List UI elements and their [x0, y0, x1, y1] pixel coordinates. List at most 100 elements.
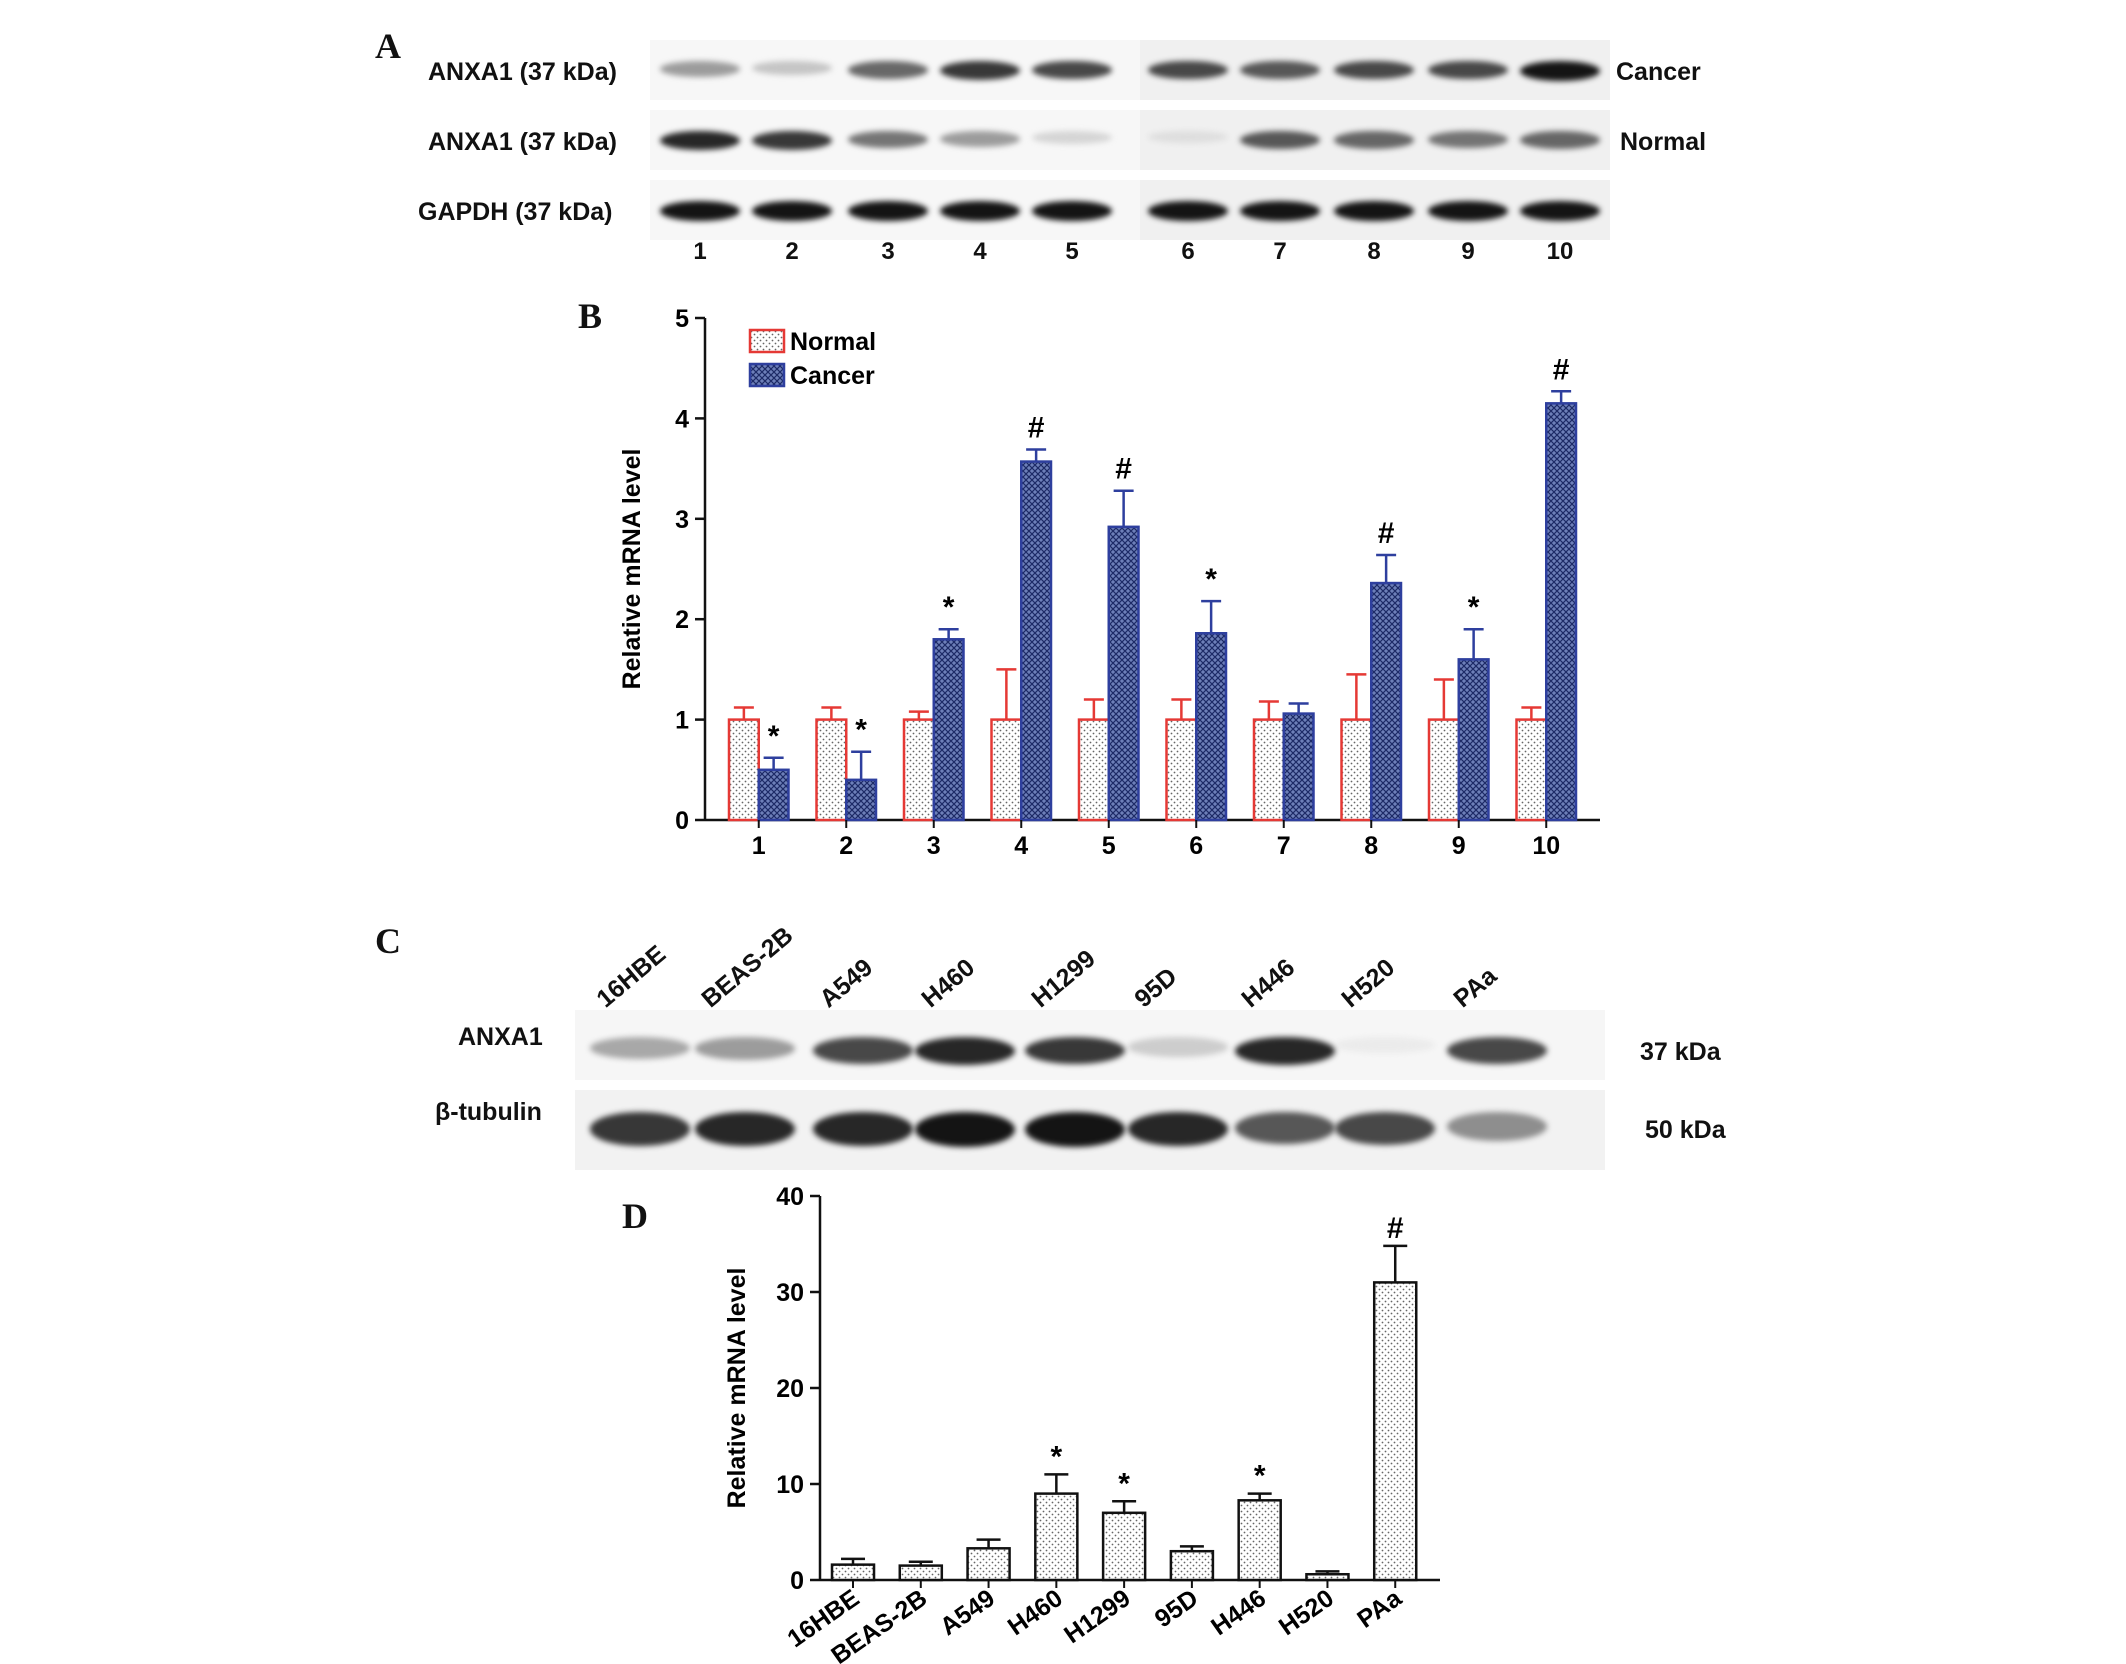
panel-a-band: [1334, 201, 1414, 221]
panel-c-cell-line-label: BEAS-2B: [696, 921, 799, 1014]
panel-a-normal-label: Normal: [1620, 128, 1707, 156]
legend-label: Normal: [790, 328, 876, 356]
y-axis-label: Relative mRNA level: [618, 449, 646, 690]
panel-c-anxa1-label: ANXA1: [458, 1023, 543, 1051]
panel-c-band: [1025, 1112, 1125, 1148]
panel-a-band: [1032, 61, 1112, 80]
panel-a-band: [1428, 201, 1508, 221]
panel-a-band: [752, 61, 832, 75]
significance-mark: #: [1553, 353, 1570, 386]
normal-bar: [1515, 718, 1548, 822]
y-tick-label: 0: [675, 807, 689, 835]
panel-a-lane-number: 9: [1461, 238, 1475, 265]
panel-c-band: [915, 1112, 1015, 1148]
cancer-bar: [845, 778, 878, 822]
panel-c-band: [695, 1037, 795, 1060]
panel-c-band: [1335, 1112, 1435, 1145]
panel-c-band: [590, 1037, 690, 1060]
panel-a-band: [1428, 61, 1508, 80]
cancer-bar: [932, 638, 965, 822]
y-tick-label: 0: [790, 1567, 804, 1595]
panel-a-band: [1520, 61, 1600, 81]
y-tick-label: 20: [776, 1375, 804, 1403]
panel-a-lane-number: 5: [1065, 238, 1079, 265]
bar: [1034, 1492, 1079, 1582]
panel-a-row3-label: GAPDH (37 kDa): [418, 198, 613, 226]
significance-mark: *: [1118, 1467, 1130, 1500]
panel-a-cancer-label: Cancer: [1616, 58, 1701, 86]
cancer-bar: [1195, 632, 1228, 822]
significance-mark: #: [1378, 517, 1395, 550]
x-tick-label: A549: [935, 1584, 1000, 1641]
legend-label: Cancer: [790, 362, 875, 390]
x-tick-label: H1299: [1059, 1584, 1135, 1649]
significance-mark: *: [1254, 1460, 1266, 1493]
y-tick-label: 40: [776, 1183, 804, 1211]
panel-c-band: [813, 1037, 913, 1064]
bar: [830, 1563, 876, 1582]
panel-c-band: [1335, 1037, 1435, 1054]
panel-c-letter: C: [375, 921, 401, 961]
x-tick-label: 7: [1277, 832, 1291, 860]
x-tick-label: 6: [1189, 832, 1203, 860]
panel-a-band: [660, 61, 740, 77]
panel-c-50kda-label: 50 kDa: [1645, 1116, 1726, 1144]
bar: [966, 1547, 1011, 1582]
cancer-bar: [1370, 581, 1403, 822]
panel-c-cell-line-label: H460: [916, 953, 981, 1014]
y-tick-label: 2: [675, 606, 689, 634]
panel-a-band: [1148, 131, 1228, 144]
panel-a-band: [848, 61, 928, 79]
significance-mark: *: [1468, 591, 1480, 624]
panel-a-letter: A: [375, 26, 401, 66]
panel-c-cell-line-label: 95D: [1129, 962, 1183, 1014]
significance-mark: *: [1051, 1440, 1063, 1473]
y-tick-label: 3: [675, 506, 689, 534]
panel-c-cell-line-label: PAa: [1448, 961, 1503, 1014]
panel-a-band: [660, 201, 740, 221]
significance-mark: *: [943, 591, 955, 624]
cancer-bar: [1545, 402, 1578, 822]
panel-c-cell-line-label: H1299: [1026, 944, 1101, 1014]
panel-a-band: [848, 131, 928, 149]
normal-bar: [1427, 718, 1460, 822]
panel-a-band: [752, 131, 832, 150]
x-tick-label: 5: [1102, 832, 1116, 860]
panel-c-band: [813, 1112, 913, 1147]
panel-a-lane-number: 7: [1273, 238, 1287, 265]
panel-c-tubulin-label: β-tubulin: [435, 1098, 542, 1126]
normal-bar: [727, 718, 760, 822]
panel-a-band: [1240, 61, 1320, 79]
normal-bar: [1165, 718, 1198, 822]
panel-c-37kda-label: 37 kDa: [1640, 1038, 1721, 1066]
significance-mark: *: [855, 714, 867, 747]
panel-c-band: [1235, 1112, 1335, 1144]
x-tick-label: 9: [1452, 832, 1466, 860]
panel-a-row1-label: ANXA1 (37 kDa): [428, 58, 617, 86]
panel-a-lane-number: 10: [1546, 238, 1574, 265]
cancer-bar: [1107, 525, 1140, 822]
panel-a-lane-number: 3: [881, 238, 895, 265]
significance-mark: *: [768, 720, 780, 753]
y-tick-label: 10: [776, 1471, 804, 1499]
panel-c-band: [1128, 1112, 1228, 1147]
panel-a-band: [1334, 61, 1414, 80]
panel-a-band: [1032, 131, 1112, 145]
panel-a-band: [660, 131, 740, 151]
panel-c-cell-line-label: A549: [814, 953, 879, 1014]
bar: [1169, 1549, 1215, 1582]
panel-a-band: [940, 201, 1020, 221]
panel-c-band: [1025, 1037, 1125, 1065]
y-tick-label: 5: [675, 305, 689, 333]
legend-swatch: [748, 328, 786, 354]
panel-c-band: [1235, 1037, 1335, 1065]
panel-a-band: [848, 201, 928, 221]
bar: [1101, 1511, 1147, 1582]
panel-c-band: [1447, 1037, 1547, 1064]
panel-c-cell-line-label: H446: [1236, 953, 1301, 1014]
normal-bar: [1077, 718, 1110, 822]
significance-mark: *: [1205, 563, 1217, 596]
panel-c-cell-line-label: H520: [1336, 953, 1401, 1014]
x-tick-label: H520: [1274, 1584, 1339, 1641]
